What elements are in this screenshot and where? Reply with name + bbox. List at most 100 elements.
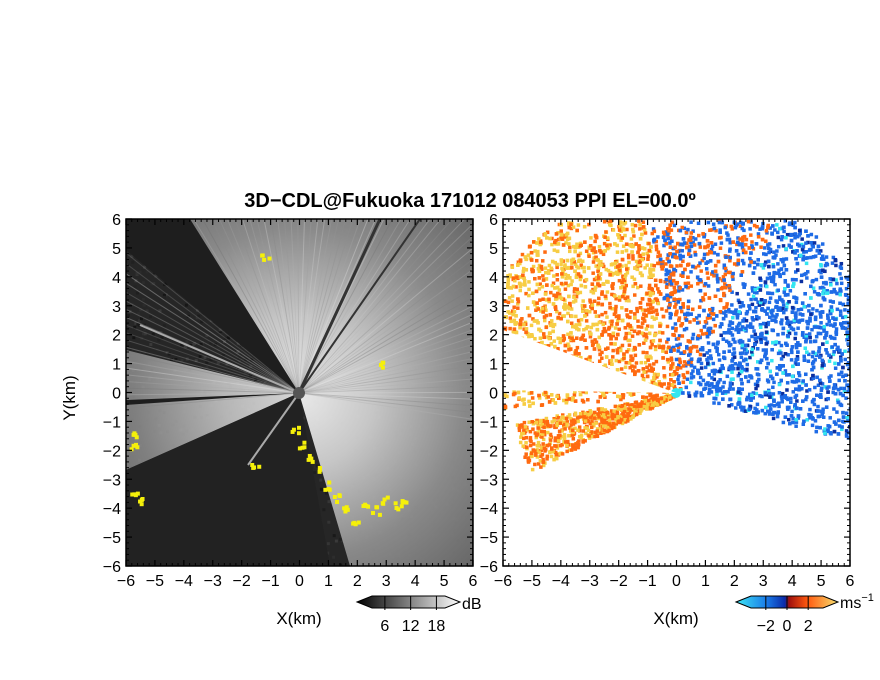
velocity-pixel (781, 420, 786, 425)
velocity-pixel (608, 243, 612, 247)
velocity-pixel (745, 367, 749, 372)
velocity-pixel (805, 270, 810, 274)
velocity-pixel (668, 372, 673, 377)
velocity-pixel (584, 390, 588, 395)
velocity-pixel (646, 257, 650, 261)
velocity-pixel (576, 318, 581, 323)
velocity-pixel (623, 286, 627, 290)
velocity-pixel (626, 348, 631, 352)
velocity-pixel (592, 299, 597, 303)
reflectivity-y-tick-label: 0 (112, 386, 121, 403)
velocity-pixel (778, 297, 782, 302)
reflectivity-x-axis-label: X(km) (276, 609, 321, 628)
reflectivity-radial-streak (126, 392, 300, 396)
velocity-pixel (810, 243, 815, 247)
velocity-pixel (527, 391, 532, 396)
reflectivity-noise-pixel (143, 332, 147, 336)
reflectivity-radial-streak (298, 287, 473, 394)
velocity-pixel (619, 367, 624, 371)
velocity-pixel (545, 230, 550, 235)
velocity-pixel (689, 240, 693, 245)
velocity-pixel (564, 235, 568, 239)
velocity-pixel (740, 327, 745, 332)
velocity-pixel (788, 289, 793, 293)
velocity-pixel (580, 265, 584, 270)
velocity-pixel (830, 261, 835, 265)
velocity-pixel (800, 386, 804, 391)
velocity-pixel (647, 368, 652, 373)
velocity-pixel (642, 333, 646, 338)
velocity-pixel (674, 337, 679, 341)
velocity-pixel (810, 327, 814, 332)
velocity-pixel (644, 327, 649, 331)
velocity-pixel (652, 372, 657, 376)
velocity-pixel (776, 308, 780, 312)
velocity-pixel (736, 261, 740, 265)
velocity-pixel (802, 354, 806, 359)
reflectivity-noise-pixel (162, 305, 166, 309)
velocity-pixel (514, 285, 518, 289)
velocity-pixel (591, 291, 596, 295)
reflectivity-flag-pixel (327, 480, 332, 485)
velocity-pixel (718, 228, 722, 232)
reflectivity-x-tick-label: 5 (440, 573, 449, 590)
velocity-pixel (735, 240, 740, 245)
reflectivity-radial-streak (298, 392, 473, 407)
velocity-pixel (520, 317, 524, 321)
velocity-pixel (752, 260, 757, 265)
velocity-pixel (748, 227, 752, 231)
velocity-pixel (569, 282, 573, 287)
velocity-pixel (675, 264, 679, 268)
velocity-pixel (809, 413, 813, 417)
velocity-pixel (678, 366, 683, 370)
velocity-pixel (628, 315, 632, 320)
reflectivity-radial-streak (290, 219, 300, 394)
velocity-pixel (589, 289, 593, 294)
velocity-pixel (706, 356, 711, 360)
velocity-pixel (763, 260, 768, 264)
velocity-pixel (706, 284, 711, 288)
velocity-pixel (630, 334, 635, 338)
reflectivity-noise-pixel (158, 309, 162, 313)
velocity-pixel (689, 284, 694, 288)
velocity-pixel (631, 227, 635, 232)
velocity-pixel (773, 228, 777, 232)
velocity-pixel (649, 356, 653, 360)
velocity-pixel (552, 274, 556, 278)
reflectivity-noise-pixel (184, 345, 188, 349)
reflectivity-noise-pixel (133, 285, 137, 289)
velocity-pixel (696, 264, 701, 268)
velocity-pixel (755, 402, 760, 407)
velocity-pixel (614, 358, 619, 363)
velocity-pixel (560, 275, 565, 279)
velocity-pixel (674, 302, 678, 306)
velocity-pixel (548, 236, 552, 241)
velocity-pixel (831, 255, 836, 260)
velocity-pixel (714, 228, 718, 233)
velocity-pixel (558, 340, 562, 345)
velocity-pixel (740, 345, 744, 350)
velocity-pixel (619, 348, 623, 353)
reflectivity-radial-streak (226, 219, 300, 394)
velocity-pixel (771, 224, 775, 228)
velocity-pixel (600, 290, 604, 294)
velocity-pixel (530, 396, 535, 400)
reflectivity-y-tick-label: −4 (103, 501, 121, 518)
velocity-pixel (692, 365, 697, 370)
velocity-pixel (729, 342, 733, 347)
velocity-pixel (844, 396, 848, 400)
velocity-pixel (652, 317, 657, 321)
velocity-pixel (730, 326, 735, 331)
velocity-pixel (707, 384, 712, 388)
velocity-pixel (751, 391, 756, 395)
velocity-pixel (639, 325, 644, 329)
velocity-pixel (796, 326, 800, 330)
reflectivity-flag-pixel (335, 499, 340, 504)
velocity-pixel (723, 272, 728, 277)
velocity-pixel (759, 284, 763, 288)
velocity-pixel (680, 225, 684, 230)
velocity-pixel (797, 228, 802, 233)
velocity-pixel (715, 392, 719, 397)
velocity-pixel (613, 265, 618, 270)
velocity-pixel (786, 329, 791, 334)
